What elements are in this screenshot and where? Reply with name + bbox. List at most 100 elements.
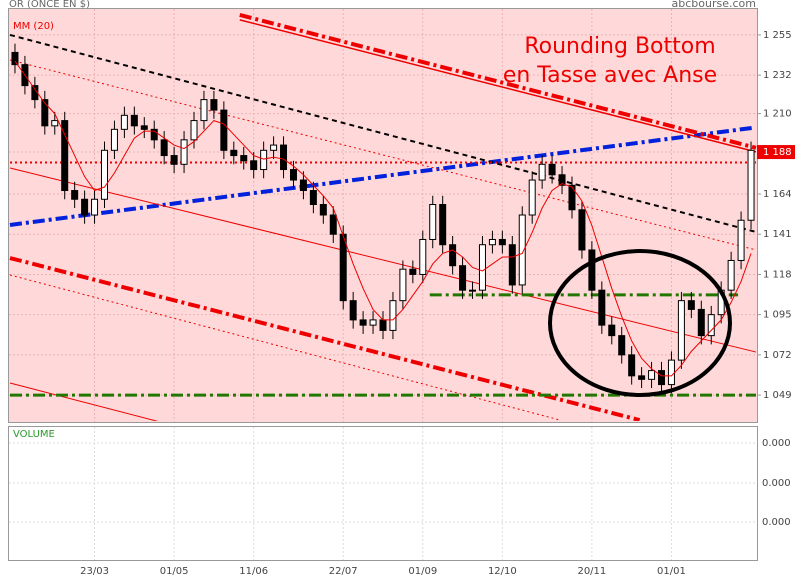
candle-body (220, 109, 228, 151)
y-tick-label: 1 095 (763, 310, 792, 321)
candle-body (309, 190, 317, 206)
candle-body (727, 259, 735, 291)
x-tick-label: 23/03 (80, 566, 109, 577)
candle-body (628, 354, 636, 377)
trendline (239, 19, 757, 153)
trendline (9, 59, 757, 251)
candle-body (41, 99, 49, 127)
candle-body (280, 144, 288, 171)
candle-body (200, 99, 208, 122)
candle-body (578, 209, 586, 251)
candle-body (299, 179, 307, 192)
volume-panel (8, 426, 758, 561)
candle-body (409, 268, 417, 275)
candle-body (319, 204, 327, 216)
candle-body (469, 289, 477, 292)
candle-body (638, 375, 646, 380)
y-tick-label: 1 072 (763, 350, 792, 361)
candle-body (508, 244, 516, 286)
trendline (9, 167, 757, 353)
candle-body (150, 128, 158, 141)
y-tick-label: 1 232 (763, 70, 792, 81)
x-tick-label: 01/05 (160, 566, 189, 577)
candle-body (618, 335, 626, 356)
candle-body (389, 300, 397, 331)
y-tick-label: 1 255 (763, 30, 792, 41)
candle-body (240, 155, 248, 162)
candle-body (707, 314, 715, 337)
candle-body (588, 249, 596, 291)
candle-body (210, 99, 218, 111)
x-tick-label: 20/11 (577, 566, 606, 577)
candle-body (538, 163, 546, 181)
last-price-tag (757, 145, 795, 160)
candle-body (747, 149, 755, 221)
candle-body (648, 370, 656, 380)
candle-body (658, 370, 666, 386)
volume-title: VOLUME (13, 429, 55, 440)
candle-body (687, 300, 695, 310)
candle-body (100, 149, 108, 200)
annotation: Rounding Bottom (524, 34, 715, 59)
plot-area (9, 13, 757, 421)
candle-body (81, 198, 89, 216)
volume-tick-label: 0.000 (762, 517, 791, 528)
candle-body (289, 169, 297, 181)
candle-body (439, 204, 447, 246)
candle-body (110, 128, 118, 151)
trendline (9, 33, 757, 233)
candle-body (488, 238, 496, 246)
candle-body (329, 214, 337, 235)
candle-body (180, 139, 188, 165)
x-tick-label: 12/10 (488, 566, 517, 577)
candle-body (230, 149, 238, 157)
candle-body (608, 324, 616, 337)
candle-body (558, 174, 566, 186)
trendline (9, 256, 641, 421)
candle-body (120, 114, 128, 130)
candle-body (548, 163, 556, 176)
volume-tick-label: 0.000 (762, 438, 791, 449)
candle-body (568, 184, 576, 211)
candle-body (339, 233, 347, 302)
candle-body (429, 204, 437, 240)
candle-body (379, 319, 387, 331)
candle-body (349, 300, 357, 321)
candle-body (399, 268, 407, 302)
annotation: en Tasse avec Anse (503, 63, 717, 88)
candle-body (459, 265, 467, 291)
candle-body (250, 160, 258, 171)
volume-tick-label: 0.000 (762, 478, 791, 489)
trendline (9, 125, 753, 227)
candle-body (598, 289, 606, 326)
candle-body (91, 198, 99, 216)
candle-body (478, 244, 486, 291)
candle-body (528, 179, 536, 216)
chart-title: OR (ONCE EN $) (9, 0, 90, 10)
candle-body (667, 359, 675, 386)
candle-body (71, 190, 79, 200)
x-tick-label: 01/01 (657, 566, 686, 577)
candle-body (359, 319, 367, 326)
y-tick-label: 1 164 (763, 189, 792, 200)
candle-body (190, 120, 198, 141)
candle-body (369, 319, 377, 326)
x-tick-label: 22/07 (329, 566, 358, 577)
y-tick-label: 1 210 (763, 109, 792, 120)
candle-body (498, 238, 506, 246)
source: abcbourse.com (672, 0, 756, 10)
cup-ellipse (548, 249, 732, 397)
ma-line (14, 60, 752, 377)
x-tick-label: 01/09 (408, 566, 437, 577)
trendline (9, 382, 159, 421)
candle-body (140, 125, 148, 130)
candle-body (697, 308, 705, 337)
candle-body (130, 114, 138, 127)
candle-body (419, 238, 427, 275)
candle-body (737, 219, 745, 261)
candle-body (260, 149, 268, 171)
legend-entry: MM (20) (13, 21, 54, 32)
candle-body (518, 214, 526, 286)
trendline (239, 13, 757, 150)
